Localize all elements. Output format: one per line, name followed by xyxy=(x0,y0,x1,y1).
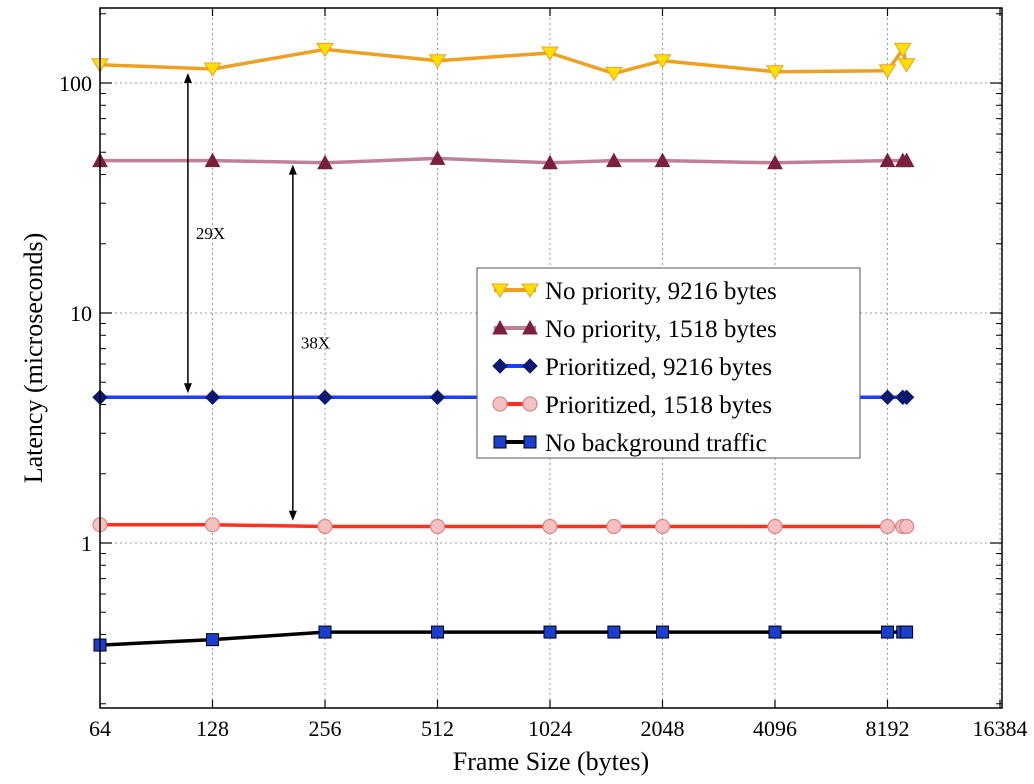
x-tick-label: 512 xyxy=(421,716,454,741)
series-4-point xyxy=(768,625,782,639)
series-4-point xyxy=(881,625,894,639)
series-1-point xyxy=(898,152,915,168)
series-1-point xyxy=(654,152,671,168)
legend-marker xyxy=(522,396,538,412)
series-2-point xyxy=(317,389,333,406)
series-1-point xyxy=(204,152,221,168)
series-0-point xyxy=(316,42,334,58)
series-0-point xyxy=(893,42,912,58)
ratio-label: 38X xyxy=(301,334,330,353)
series-3-point xyxy=(899,518,915,535)
y-axis-title: Latency (microseconds) xyxy=(19,233,48,484)
legend-marker xyxy=(492,358,508,374)
x-tick-label: 16384 xyxy=(973,716,1028,741)
legend-label: Prioritized, 9216 bytes xyxy=(545,354,772,381)
series-0-point xyxy=(605,66,623,82)
series-0-point xyxy=(766,65,784,80)
arrow-head xyxy=(288,510,297,521)
series-2-point xyxy=(879,389,896,406)
x-tick-label: 64 xyxy=(89,716,111,741)
series-1-point xyxy=(542,154,558,170)
series-4-point xyxy=(656,625,669,639)
legend-box xyxy=(476,267,861,459)
legend-label: Prioritized, 1518 bytes xyxy=(545,392,772,419)
series-4-point xyxy=(318,625,332,639)
legend-entry-0: No priority, 9216 bytes xyxy=(491,278,777,305)
series-4-group xyxy=(93,625,914,652)
series-4-point xyxy=(431,625,444,639)
legend-marker xyxy=(491,283,509,298)
series-4-point xyxy=(900,625,914,639)
series-4-line xyxy=(99,630,907,647)
legend-marker xyxy=(492,396,508,412)
annotation-layer: 29X 38X xyxy=(183,73,330,521)
series-0-point xyxy=(203,62,222,77)
legend-marker xyxy=(522,319,538,335)
series-3-point xyxy=(879,518,896,535)
legend-marker xyxy=(522,358,538,374)
legend-marker xyxy=(521,283,539,298)
series-0-point xyxy=(428,54,447,69)
series-3-point xyxy=(317,518,333,535)
legend-entry-4: No background traffic xyxy=(493,430,767,457)
series-2-point xyxy=(429,389,446,406)
series-1-point xyxy=(767,154,783,170)
x-tick-label: 4096 xyxy=(753,716,797,741)
legend: No priority, 9216 bytes No priority, 1518… xyxy=(476,267,861,459)
series-2-point xyxy=(204,389,221,406)
series-4-point xyxy=(607,625,621,639)
legend-entry-3: Prioritized, 1518 bytes xyxy=(492,392,772,419)
series-3-point xyxy=(654,518,671,535)
y-tick-label: 100 xyxy=(59,71,92,96)
legend-entry-1: No priority, 1518 bytes xyxy=(492,316,777,343)
series-3-point xyxy=(767,518,783,535)
series-1-point xyxy=(606,152,622,168)
series-1-point xyxy=(317,154,333,170)
series-0-point xyxy=(897,58,916,73)
arrow-head xyxy=(288,164,297,175)
series-1-line xyxy=(100,156,907,165)
series-4-point xyxy=(543,625,557,639)
series-3-point xyxy=(204,517,221,533)
series-0-line xyxy=(99,47,909,76)
legend-entry-2: Prioritized, 9216 bytes xyxy=(492,354,772,381)
series-2-point xyxy=(898,389,915,406)
x-axis-title: Frame Size (bytes) xyxy=(453,747,649,776)
legend-marker xyxy=(523,435,537,449)
legend-marker xyxy=(492,319,508,335)
x-tick-label: 1024 xyxy=(528,716,572,741)
arrow-head xyxy=(183,73,192,84)
x-tick-label: 8192 xyxy=(866,716,910,741)
series-0-point xyxy=(878,64,897,79)
x-tick-label: 128 xyxy=(196,716,229,741)
ratio-annotation-1: 38X xyxy=(288,164,330,521)
series-1-group xyxy=(92,150,915,170)
x-tick-label: 256 xyxy=(309,716,342,741)
series-3-point xyxy=(542,518,558,535)
series-3-line xyxy=(100,523,907,529)
legend-label: No priority, 1518 bytes xyxy=(545,316,777,343)
legend-label: No priority, 9216 bytes xyxy=(545,278,777,305)
arrow-head xyxy=(183,383,192,394)
axis-layer: 64 128 256 512 1024 2048 4096 8192 16384 1 10 100 xyxy=(59,8,1028,741)
series-0-point xyxy=(653,54,672,69)
series-0-group xyxy=(91,42,916,82)
y-tick-label: 1 xyxy=(81,531,92,556)
series-3-point xyxy=(429,518,446,535)
series-4-point xyxy=(206,633,219,647)
series-1-point xyxy=(879,152,896,168)
ratio-label: 29X xyxy=(196,224,225,243)
y-tick-label: 10 xyxy=(70,301,92,326)
series-3-group xyxy=(92,517,915,535)
legend-label: No background traffic xyxy=(545,430,767,457)
legend-marker xyxy=(493,435,507,449)
plot-frame xyxy=(99,7,1003,709)
series-3-point xyxy=(606,518,622,535)
series-0-point xyxy=(541,46,559,61)
x-tick-label: 2048 xyxy=(641,716,685,741)
ratio-annotation-0: 29X xyxy=(183,73,225,394)
series-1-point xyxy=(429,150,446,165)
